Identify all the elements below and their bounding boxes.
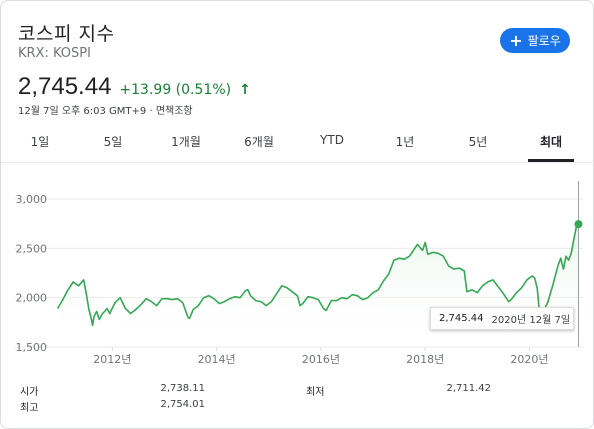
tab-1y[interactable]: 1년 <box>395 135 415 149</box>
current-price: 2,745.44 <box>18 73 112 100</box>
tab-1d[interactable]: 1일 <box>30 135 50 149</box>
low-label: 최저 <box>306 387 325 398</box>
index-title: 코스피 지수 <box>18 23 115 45</box>
x-tick-label: 2012년 <box>93 353 131 366</box>
ticker-symbol: KRX: KOSPI <box>18 46 91 61</box>
tab-5y[interactable]: 5년 <box>468 135 488 149</box>
x-tick-label: 2018년 <box>406 353 444 366</box>
tab-1m[interactable]: 1개월 <box>171 135 201 149</box>
last-point-dot <box>574 220 583 229</box>
chart-tooltip: 2,745.44 2020년 12월 7일 <box>430 307 574 330</box>
tooltip-value: 2,745.44 <box>439 313 484 324</box>
tab-ytd[interactable]: YTD <box>320 133 344 147</box>
x-tick-label: 2016년 <box>302 353 340 366</box>
x-tick-label: 2014년 <box>198 353 236 366</box>
tab-6m[interactable]: 6개월 <box>244 135 274 149</box>
price-change: +13.99 (0.51%) <box>119 82 232 98</box>
y-tick-label: 1,500 <box>16 341 48 354</box>
plus-icon: + <box>509 30 523 50</box>
high-label: 최고 <box>20 403 39 414</box>
price-chart[interactable]: 3,000 2,500 2,000 1,500 2012년 2014년 2016년 2018년… <box>1 181 594 381</box>
y-tick-label: 2,500 <box>16 242 48 255</box>
follow-label: 팔로우 <box>527 34 561 48</box>
timestamp-disclaimer: 12월 7일 오후 6:03 GMT+9 · 면책조항 <box>18 106 193 117</box>
price-row: 2,745.44 +13.99 (0.51%) ↑ <box>18 73 251 101</box>
low-value: 2,711.42 <box>446 383 491 394</box>
open-label: 시가 <box>20 387 39 398</box>
arrow-up-icon: ↑ <box>239 82 251 98</box>
y-tick-label: 3,000 <box>16 193 48 206</box>
open-value: 2,738.11 <box>160 383 205 394</box>
tab-max[interactable]: 최대 <box>539 135 563 149</box>
price-line <box>56 223 580 329</box>
x-tick-label: 2020년 <box>510 353 548 366</box>
y-tick-label: 2,000 <box>16 292 48 305</box>
follow-button[interactable]: + 팔로우 <box>500 28 570 53</box>
tab-5d[interactable]: 5일 <box>103 135 123 149</box>
tooltip-date: 2020년 12월 7일 <box>491 315 571 326</box>
active-tab-indicator <box>528 159 574 162</box>
range-tabs: 1일 5일 1개월 6개월 YTD 1년 5년 최대 <box>1 125 594 163</box>
high-value: 2,754.01 <box>160 399 205 410</box>
